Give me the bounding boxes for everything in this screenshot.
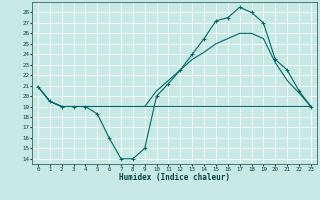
X-axis label: Humidex (Indice chaleur): Humidex (Indice chaleur) — [119, 173, 230, 182]
